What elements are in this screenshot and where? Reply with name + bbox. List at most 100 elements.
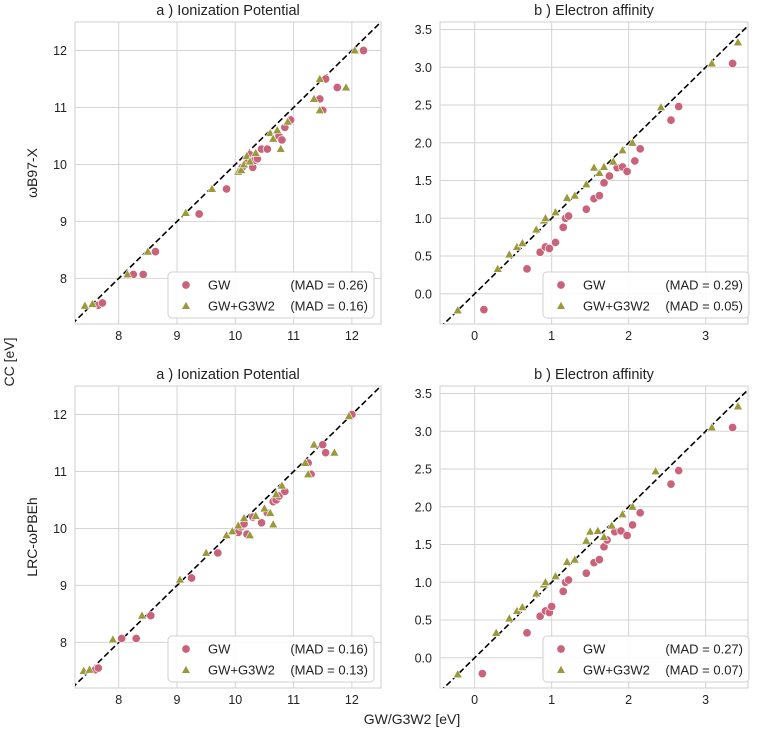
- point-gw-g3w2: [608, 156, 619, 166]
- point-gw-g3w2: [452, 668, 463, 679]
- point-gw-g3w2: [732, 36, 744, 47]
- panel-title: b ) Electron affinity: [534, 367, 655, 383]
- x-tick-label: 11: [287, 693, 300, 707]
- point-gw: [221, 184, 232, 194]
- point-gw-g3w2: [606, 520, 617, 530]
- point-gw: [150, 247, 160, 257]
- point-gw-g3w2: [706, 58, 717, 68]
- point-gw-g3w2: [268, 133, 279, 143]
- point-gw-g3w2: [303, 468, 314, 478]
- point-gw-g3w2: [592, 525, 603, 535]
- point-gw: [666, 479, 676, 489]
- y-tick-label: 11: [54, 465, 67, 479]
- y-tick-label: 9: [60, 579, 67, 593]
- point-gw: [547, 601, 557, 612]
- point-gw-g3w2: [282, 116, 293, 126]
- y-tick-label: 1.5: [415, 538, 432, 552]
- point-gw-g3w2: [314, 104, 325, 114]
- point-gw: [594, 191, 604, 201]
- point-gw: [666, 115, 676, 125]
- y-tick-label: 1.0: [415, 212, 432, 226]
- point-gw-g3w2: [180, 207, 191, 217]
- point-gw-g3w2: [540, 212, 551, 222]
- y-tick-label: 12: [53, 408, 67, 422]
- legend-box: [542, 635, 750, 683]
- point-gw: [728, 422, 738, 433]
- point-gw-g3w2: [581, 178, 592, 188]
- legend-mad-value: (MAD = 0.16): [290, 642, 368, 657]
- point-gw: [622, 530, 632, 541]
- point-gw: [321, 448, 331, 458]
- point-gw-g3w2: [588, 162, 600, 172]
- legend: GW (MAD = 0.16) GW+G3W2 (MAD = 0.13): [167, 635, 375, 683]
- point-gw-g3w2: [617, 508, 628, 519]
- x-tick-label: 0: [471, 329, 478, 343]
- point-gw-g3w2: [594, 167, 605, 177]
- x-tick-label: 9: [174, 329, 181, 343]
- y-tick-label: 0.0: [415, 651, 432, 665]
- x-tick-label: 11: [287, 329, 300, 343]
- point-gw: [117, 633, 127, 643]
- point-gw-g3w2: [136, 610, 148, 620]
- panel-title: a ) Ionization Potential: [156, 367, 299, 383]
- point-gw: [187, 573, 197, 583]
- x-tick-label: 3: [702, 693, 709, 707]
- legend-series-name: GW: [583, 642, 606, 657]
- legend-series-name: GW: [208, 642, 231, 657]
- legend-marker-gw-g3w2: [180, 664, 192, 674]
- legend-mad-value: (MAD = 0.05): [665, 299, 743, 314]
- point-gw: [635, 144, 645, 154]
- plot-area: [442, 388, 748, 688]
- point-gw-g3w2: [250, 510, 261, 520]
- panel-ip-wb97x: 8 9 10 11 12 8 9 10 11 12 a ) Ionization Potential…: [24, 3, 382, 343]
- point-gw: [479, 305, 489, 315]
- point-gw: [93, 663, 103, 673]
- point-gw-g3w2: [550, 206, 561, 216]
- y-tick-label: 3.5: [415, 387, 432, 401]
- point-gw: [627, 520, 638, 530]
- x-tick-label: 1: [548, 329, 555, 343]
- point-gw-g3w2: [308, 93, 320, 103]
- x-tick-label: 9: [174, 693, 181, 707]
- point-gw-g3w2: [569, 554, 580, 564]
- shared-xlabel: GW/G3W2 [eV]: [364, 711, 460, 727]
- plot-frame: [74, 21, 382, 325]
- point-gw-g3w2: [531, 588, 542, 598]
- point-gw-g3w2: [491, 627, 502, 637]
- legend-mad-value: (MAD = 0.07): [665, 663, 743, 678]
- y-tick-label: 10: [53, 158, 67, 172]
- identity-line: [75, 22, 381, 323]
- y-tick-label: 0.5: [415, 614, 432, 628]
- plot-frame: [74, 385, 382, 689]
- legend-series-name: GW+G3W2: [208, 663, 275, 678]
- point-gw-g3w2: [79, 300, 90, 310]
- point-gw-g3w2: [452, 304, 463, 315]
- plot-frame: [439, 385, 749, 689]
- y-tick-label: 10: [53, 522, 67, 536]
- point-gw-g3w2: [340, 82, 352, 92]
- y-tick-label: 2.5: [415, 99, 432, 113]
- x-tick-label: 10: [228, 329, 242, 343]
- point-gw-g3w2: [585, 526, 596, 536]
- legend-marker-gw: [181, 644, 191, 654]
- point-gw-g3w2: [275, 143, 286, 153]
- point-gw-g3w2: [265, 127, 276, 137]
- point-gw: [550, 237, 561, 248]
- point-gw-g3w2: [87, 298, 98, 308]
- x-tick-label: 12: [345, 693, 359, 707]
- point-gw: [194, 209, 204, 219]
- legend-marker-gw-g3w2: [555, 300, 567, 310]
- y-tick-label: 1.5: [415, 174, 432, 188]
- point-gw-g3w2: [300, 457, 311, 467]
- point-gw: [213, 548, 223, 558]
- point-gw-g3w2: [517, 601, 528, 611]
- plot-area: [442, 24, 748, 324]
- point-gw: [622, 166, 632, 177]
- point-gw: [277, 135, 287, 145]
- x-tick-label: 3: [702, 329, 709, 343]
- x-tick-label: 0: [471, 693, 478, 707]
- point-gw-g3w2: [581, 535, 592, 545]
- point-gw: [318, 440, 328, 450]
- point-gw-g3w2: [561, 192, 573, 202]
